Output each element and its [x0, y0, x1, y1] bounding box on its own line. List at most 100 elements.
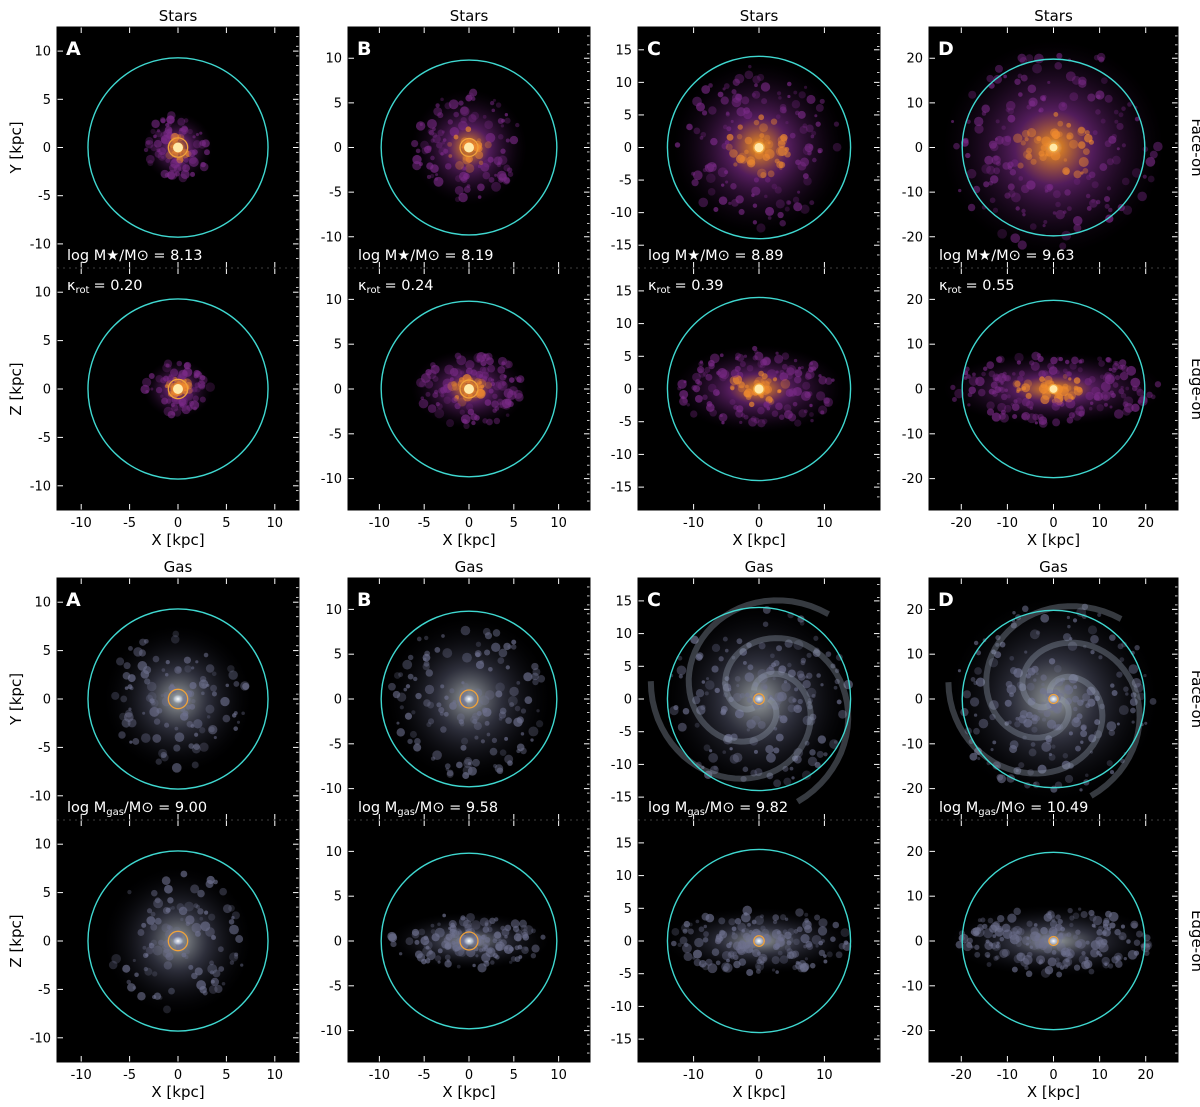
- star-clump: [199, 396, 206, 403]
- gas-clump: [442, 913, 446, 918]
- gas-clump: [437, 960, 441, 964]
- mass-label-subscript: gas: [106, 807, 124, 818]
- gas-clump: [208, 913, 216, 921]
- inner-radius-circle: [753, 935, 765, 947]
- star-clump: [1030, 158, 1037, 165]
- star-clump: [1069, 362, 1077, 370]
- gas-clump: [1130, 692, 1137, 699]
- star-clump: [1134, 116, 1140, 122]
- gas-clump: [1059, 689, 1066, 696]
- star-clump: [731, 97, 742, 108]
- star-clump: [760, 172, 767, 179]
- star-clump: [754, 351, 764, 361]
- gas-clump: [1002, 929, 1013, 939]
- star-clump: [966, 119, 971, 124]
- star-clump: [1037, 413, 1044, 421]
- star-clump: [1113, 360, 1117, 365]
- star-clump: [1147, 175, 1155, 183]
- gas-clump: [398, 952, 403, 956]
- star-clump: [1118, 388, 1125, 395]
- gas-clump: [997, 914, 1005, 923]
- gas-clump: [811, 693, 816, 699]
- gas-clump: [209, 970, 214, 975]
- gas-clump: [160, 693, 164, 698]
- gas-clump: [773, 726, 778, 731]
- gas-clump: [509, 960, 513, 964]
- gas-clump: [140, 733, 151, 743]
- gas-clump: [190, 884, 200, 894]
- gas-clump: [1030, 931, 1040, 942]
- gas-clump: [787, 662, 792, 668]
- gas-clump: [756, 964, 761, 970]
- x-tick-label: 0: [465, 516, 473, 531]
- gas-clump: [404, 712, 413, 720]
- star-clump: [1039, 376, 1045, 382]
- panel-content: [663, 905, 855, 977]
- star-clump: [739, 420, 743, 425]
- gas-clump: [154, 917, 162, 925]
- gas-clump: [511, 639, 517, 645]
- gas-clump: [1045, 738, 1052, 745]
- gas-clump: [516, 748, 521, 754]
- gas-clump: [772, 914, 780, 921]
- star-clump: [785, 120, 789, 125]
- gas-clump: [806, 687, 817, 698]
- row-label-edge-on: Edge-on: [1188, 358, 1200, 420]
- star-clump: [793, 90, 798, 95]
- star-clump: [176, 156, 184, 164]
- star-clump: [503, 164, 511, 172]
- gas-clump: [721, 962, 730, 972]
- gas-clump: [145, 946, 154, 955]
- gas-clump: [1034, 935, 1040, 942]
- star-clump: [774, 186, 782, 194]
- panel-title: Stars: [450, 7, 489, 25]
- x-tick-label: 0: [174, 516, 182, 531]
- star-clump: [187, 128, 193, 135]
- gas-clump: [745, 692, 750, 698]
- gas-clump: [1073, 685, 1078, 690]
- star-clump: [1053, 393, 1064, 403]
- virial-radius-circle: [961, 609, 1146, 789]
- star-clump: [1029, 406, 1034, 410]
- gas-clump: [741, 929, 745, 933]
- star-clump: [1066, 132, 1074, 140]
- star-clump: [735, 352, 741, 359]
- star-clump: [482, 353, 490, 362]
- gas-clump: [821, 939, 825, 943]
- gas-clump: [164, 722, 170, 728]
- star-clump: [707, 383, 717, 393]
- star-clump: [1149, 150, 1158, 159]
- gas-clump: [472, 758, 480, 767]
- gas-clump: [1143, 673, 1147, 678]
- gas-clump: [510, 956, 517, 962]
- gas-clump: [833, 685, 838, 690]
- gas-clump: [483, 960, 490, 967]
- star-clump: [452, 383, 460, 391]
- star-clump: [953, 142, 960, 150]
- star-clump: [1111, 367, 1117, 373]
- gas-clump: [1137, 692, 1145, 701]
- gas-clump: [1041, 701, 1046, 706]
- gas-clump: [734, 675, 741, 682]
- gas-clump: [733, 954, 739, 961]
- star-clump: [1145, 157, 1156, 167]
- gas-clump: [458, 719, 465, 725]
- x-tick-label: -10: [683, 1068, 704, 1083]
- gas-clump: [163, 691, 170, 698]
- x-tick-label: -10: [997, 516, 1018, 531]
- gas-clump: [784, 917, 789, 921]
- star-clump: [1104, 94, 1113, 103]
- x-tick-label: 10: [1091, 516, 1108, 531]
- star-clump: [493, 417, 501, 425]
- star-clump: [804, 372, 812, 380]
- gas-clump: [422, 663, 430, 671]
- gas-clump: [778, 665, 787, 674]
- gas-clump: [1129, 698, 1138, 706]
- gas-clump: [1104, 962, 1108, 967]
- gas-clump: [969, 752, 978, 761]
- star-clump: [199, 375, 208, 385]
- star-clump: [1120, 385, 1124, 390]
- gas-clump: [1054, 723, 1062, 731]
- star-clump: [189, 171, 196, 177]
- gas-clump: [1125, 692, 1129, 696]
